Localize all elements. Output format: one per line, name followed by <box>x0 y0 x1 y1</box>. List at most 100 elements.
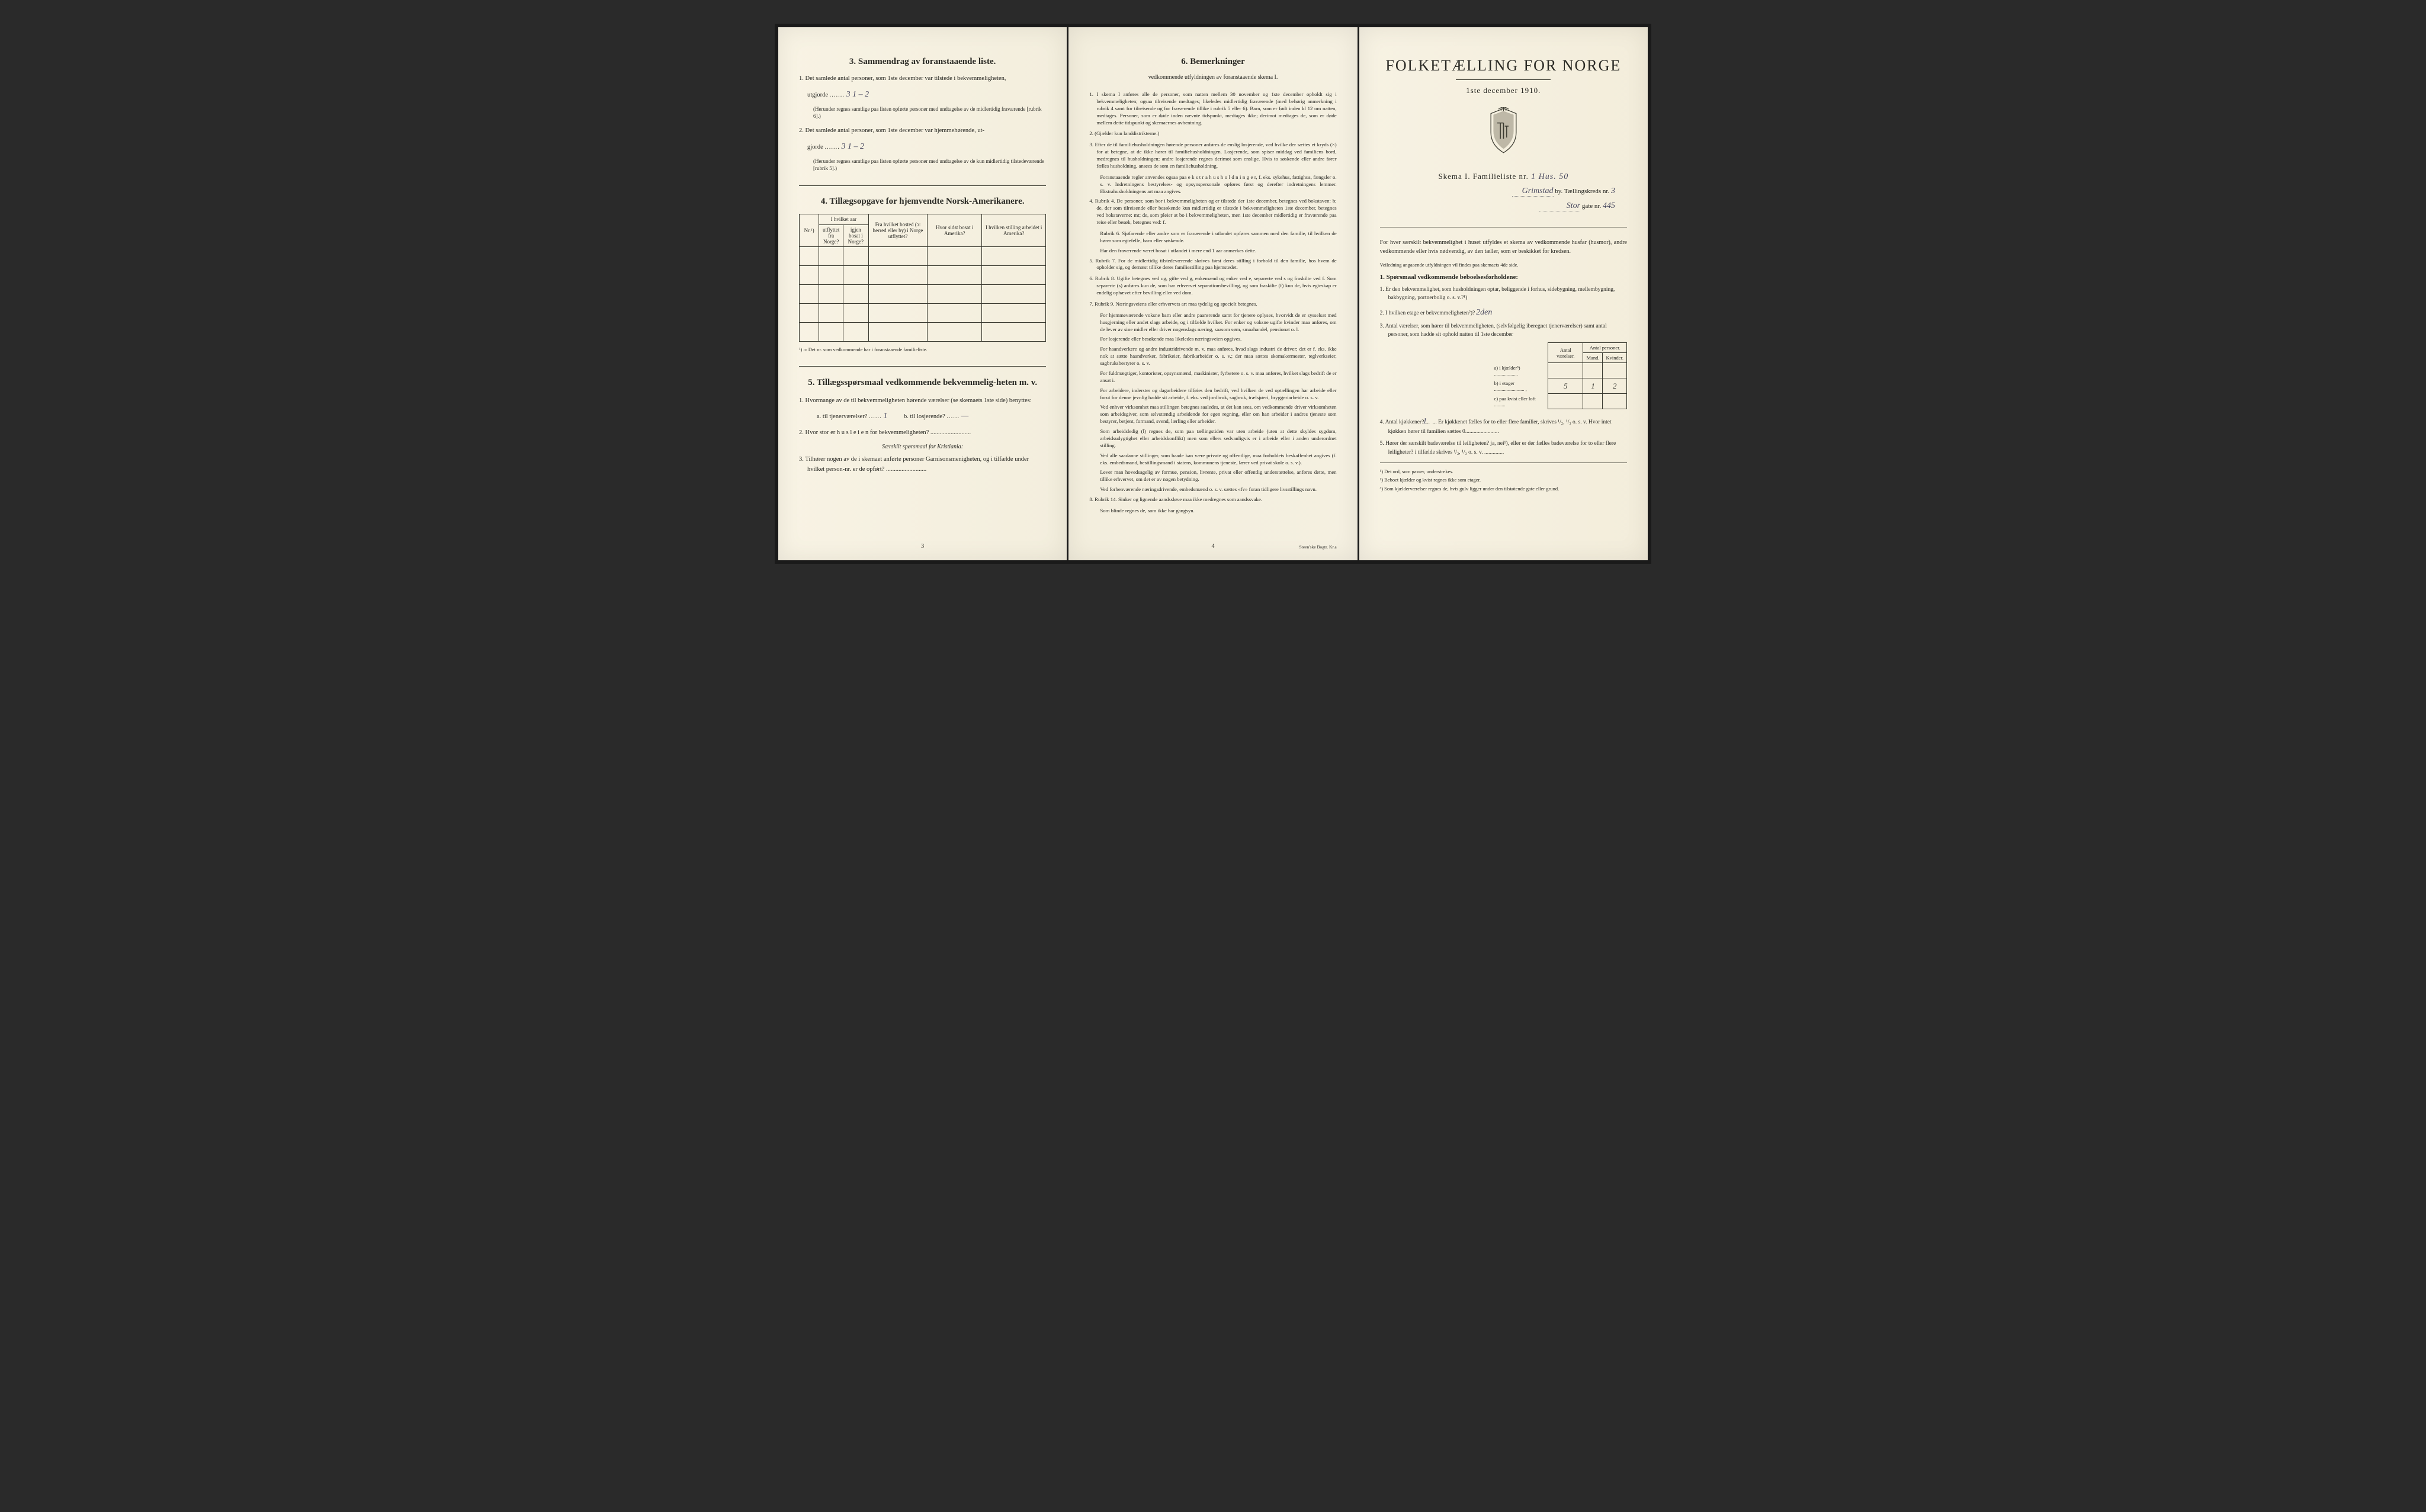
row-c-v2 <box>1583 394 1603 409</box>
remark-3b: Foranstaaende regler anvendes ogsaa paa … <box>1089 174 1336 195</box>
by-suffix: by. Tællingskreds nr. <box>1555 188 1609 195</box>
section-3-title: 3. Sammendrag av foranstaaende liste. <box>799 57 1046 67</box>
mini-table: Antal værelser. Antal personer. Mand. Kv… <box>1491 342 1627 409</box>
main-title: FOLKETÆLLING FOR NORGE <box>1380 57 1627 75</box>
s3-item-1-text: 1. Det samlede antal personer, som 1ste … <box>799 75 1006 82</box>
row-b-v2: 1 <box>1583 378 1603 394</box>
s5-item-1: 1. Hvormange av de til bekvemmeligheten … <box>799 396 1046 406</box>
gate-suffix: gate nr. <box>1582 203 1601 210</box>
intro-text: For hver særskilt bekvemmelighet i huset… <box>1380 238 1627 256</box>
remark-7c: For haandverkere og andre industridriven… <box>1089 346 1336 367</box>
remark-8: 8. Rubrik 14. Sinker og lignende aandssl… <box>1089 496 1336 503</box>
th-utflyttet: utflyttet fra Norge? <box>819 224 843 246</box>
coat-of-arms-icon <box>1380 107 1627 158</box>
q4-text: 4. Antal kjøkkener?.... <box>1380 419 1430 425</box>
footnote-3: ³) Som kjælderværelser regnes de, hvis g… <box>1380 486 1627 492</box>
page-3: FOLKETÆLLING FOR NORGE 1ste december 191… <box>1359 27 1648 560</box>
remark-2: 2. (Gjælder kun landdistrikterne.) <box>1089 130 1336 137</box>
gate-line: Stor gate nr. 445 <box>1380 201 1627 211</box>
blank-th <box>1491 343 1548 363</box>
s3-item-1-line2-text: utgjorde <box>807 92 828 98</box>
row-b-v1: 5 <box>1548 378 1583 394</box>
printer-mark: Steen'ske Bogtr. Kr.a <box>1299 544 1337 550</box>
kreds-hand: 3 <box>1611 187 1615 196</box>
remark-6: 6. Rubrik 8. Ugifte betegnes ved ug, gif… <box>1089 275 1336 297</box>
th-personer: Antal personer. <box>1583 343 1627 353</box>
row-a-v2 <box>1583 363 1603 378</box>
s3-item-2-line2: gjorde ....... 3 1 – 2 <box>799 140 1046 153</box>
intro-note: Veiledning angaaende utfyldningen vil fi… <box>1380 262 1627 268</box>
page3-footnotes: ¹) Det ord, som passer, understrekes. ²)… <box>1380 463 1627 492</box>
table-row <box>800 303 1046 322</box>
s5-a-hand: 1 <box>883 412 887 421</box>
s5-a-label: a. til tjenerværelser? <box>817 413 867 420</box>
th-bosted: Fra hvilket bosted (ɔ: herred eller by) … <box>868 214 928 246</box>
remark-7h: Ved alle saadanne stillinger, som baade … <box>1089 452 1336 467</box>
divider <box>799 366 1046 367</box>
row-a-v3 <box>1603 363 1627 378</box>
s5-sub-ab: a. til tjenerværelser? ...... 1 b. til l… <box>817 412 1046 421</box>
dots: ...... <box>869 413 882 420</box>
remark-4c: Har den fraværende været bosat i utlande… <box>1089 248 1336 255</box>
skema-label: Skema I. Familieliste nr. <box>1438 172 1528 181</box>
dots: ....... <box>830 92 845 98</box>
s3-item-2-note: (Herunder regnes samtlige paa listen opf… <box>799 158 1046 172</box>
section-4-title: 4. Tillægsopgave for hjemvendte Norsk-Am… <box>799 197 1046 207</box>
table-row <box>800 284 1046 303</box>
th-kvinder: Kvinder. <box>1603 353 1627 363</box>
page-2: 6. Bemerkninger vedkommende utfyldningen… <box>1068 27 1357 560</box>
remark-7: 7. Rubrik 9. Næringsveiens eller erhverv… <box>1089 301 1336 308</box>
remark-8b: Som blinde regnes de, som ikke har gangs… <box>1089 508 1336 515</box>
row-c-label: c) paa kvist eller loft ......... <box>1491 394 1548 409</box>
row-c-v3 <box>1603 394 1627 409</box>
dots: ....... <box>824 144 839 150</box>
table-4-body <box>800 246 1046 341</box>
dots: ...... <box>946 413 960 420</box>
s3-item-2-handwritten: 3 1 – 2 <box>841 140 864 153</box>
table-row <box>800 246 1046 265</box>
th-vaerelser: Antal værelser. <box>1548 343 1583 363</box>
remark-4: 4. Rubrik 4. De personer, som bor i bekv… <box>1089 198 1336 226</box>
main-date: 1ste december 1910. <box>1380 86 1627 95</box>
remark-7f: Ved enhver virksomhet maa stillingen bet… <box>1089 404 1336 425</box>
table-row: c) paa kvist eller loft ......... <box>1491 394 1626 409</box>
remark-1: 1. I skema I anføres alle de personer, s… <box>1089 91 1336 126</box>
footnote-1: ¹) Det ord, som passer, understrekes. <box>1380 468 1627 475</box>
q-item-1: 1. Er den bekvemmelighet, som husholdnin… <box>1380 285 1627 303</box>
q-item-4: 4. Antal kjøkkener?.... 1 ... Er kjøkken… <box>1380 415 1627 436</box>
remark-3: 3. Efter de til familiehusholdningen hør… <box>1089 142 1336 170</box>
remark-7a: For hjemmeværende voksne barn eller andr… <box>1089 312 1336 333</box>
section-6-title: 6. Bemerkninger <box>1089 57 1336 67</box>
remark-7g: Som arbeidsledig (l) regnes de, som paa … <box>1089 428 1336 450</box>
th-bosat: Hvor sidst bosat i Amerika? <box>928 214 982 246</box>
q-item-3: 3. Antal værelser, som hører til bekvemm… <box>1380 322 1627 339</box>
remark-7b: For losjerende eller besøkende maa likel… <box>1089 336 1336 343</box>
th-mand: Mand. <box>1583 353 1603 363</box>
s3-item-1-line2: utgjorde ....... 3 1 – 2 <box>799 88 1046 101</box>
page-number-1: 3 <box>778 543 1067 550</box>
q2-hand: 2den <box>1484 306 1492 319</box>
gatenr-hand: 445 <box>1603 201 1615 211</box>
row-b-v3: 2 <box>1603 378 1627 394</box>
gate-hand: Stor <box>1539 201 1580 211</box>
s5-italic: Særskilt spørsmaal for Kristiania: <box>799 444 1046 450</box>
remark-7i: Lever man hovedsagelig av formue, pensio… <box>1089 469 1336 483</box>
by-line: Grimstad by. Tællingskreds nr. 3 <box>1380 187 1627 197</box>
document-frame: 3. Sammendrag av foranstaaende liste. 1.… <box>775 24 1651 564</box>
row-c-v1 <box>1548 394 1583 409</box>
s3-item-2: 2. Det samlede antal personer, som 1ste … <box>799 126 1046 136</box>
title-rule <box>1456 79 1551 80</box>
s3-item-2-line2-text: gjorde <box>807 144 823 150</box>
section-5-title: 5. Tillægsspørsmaal vedkommende bekvemme… <box>799 377 1046 389</box>
table-4: Nr.¹) I hvilket aar Fra hvilket bosted (… <box>799 214 1046 342</box>
skema-line: Skema I. Familieliste nr. 1 Hus. 50 <box>1380 172 1627 182</box>
footnote-2: ²) Beboet kjælder og kvist regnes ikke s… <box>1380 477 1627 483</box>
s5-b-label: b. til losjerende? <box>904 413 945 420</box>
table-4-footnote: ¹) ɔ: Det nr. som vedkommende har i fora… <box>799 346 1046 353</box>
page-1: 3. Sammendrag av foranstaaende liste. 1.… <box>778 27 1067 560</box>
s3-item-1-note: (Herunder regnes samtlige paa listen opf… <box>799 105 1046 120</box>
divider <box>799 185 1046 186</box>
q-item-2: 2. I hvilken etage er bekvemmeligheten²)… <box>1380 306 1627 319</box>
s3-item-1: 1. Det samlede antal personer, som 1ste … <box>799 74 1046 84</box>
q-item-2-text: 2. I hvilken etage er bekvemmeligheten²)… <box>1380 310 1475 316</box>
